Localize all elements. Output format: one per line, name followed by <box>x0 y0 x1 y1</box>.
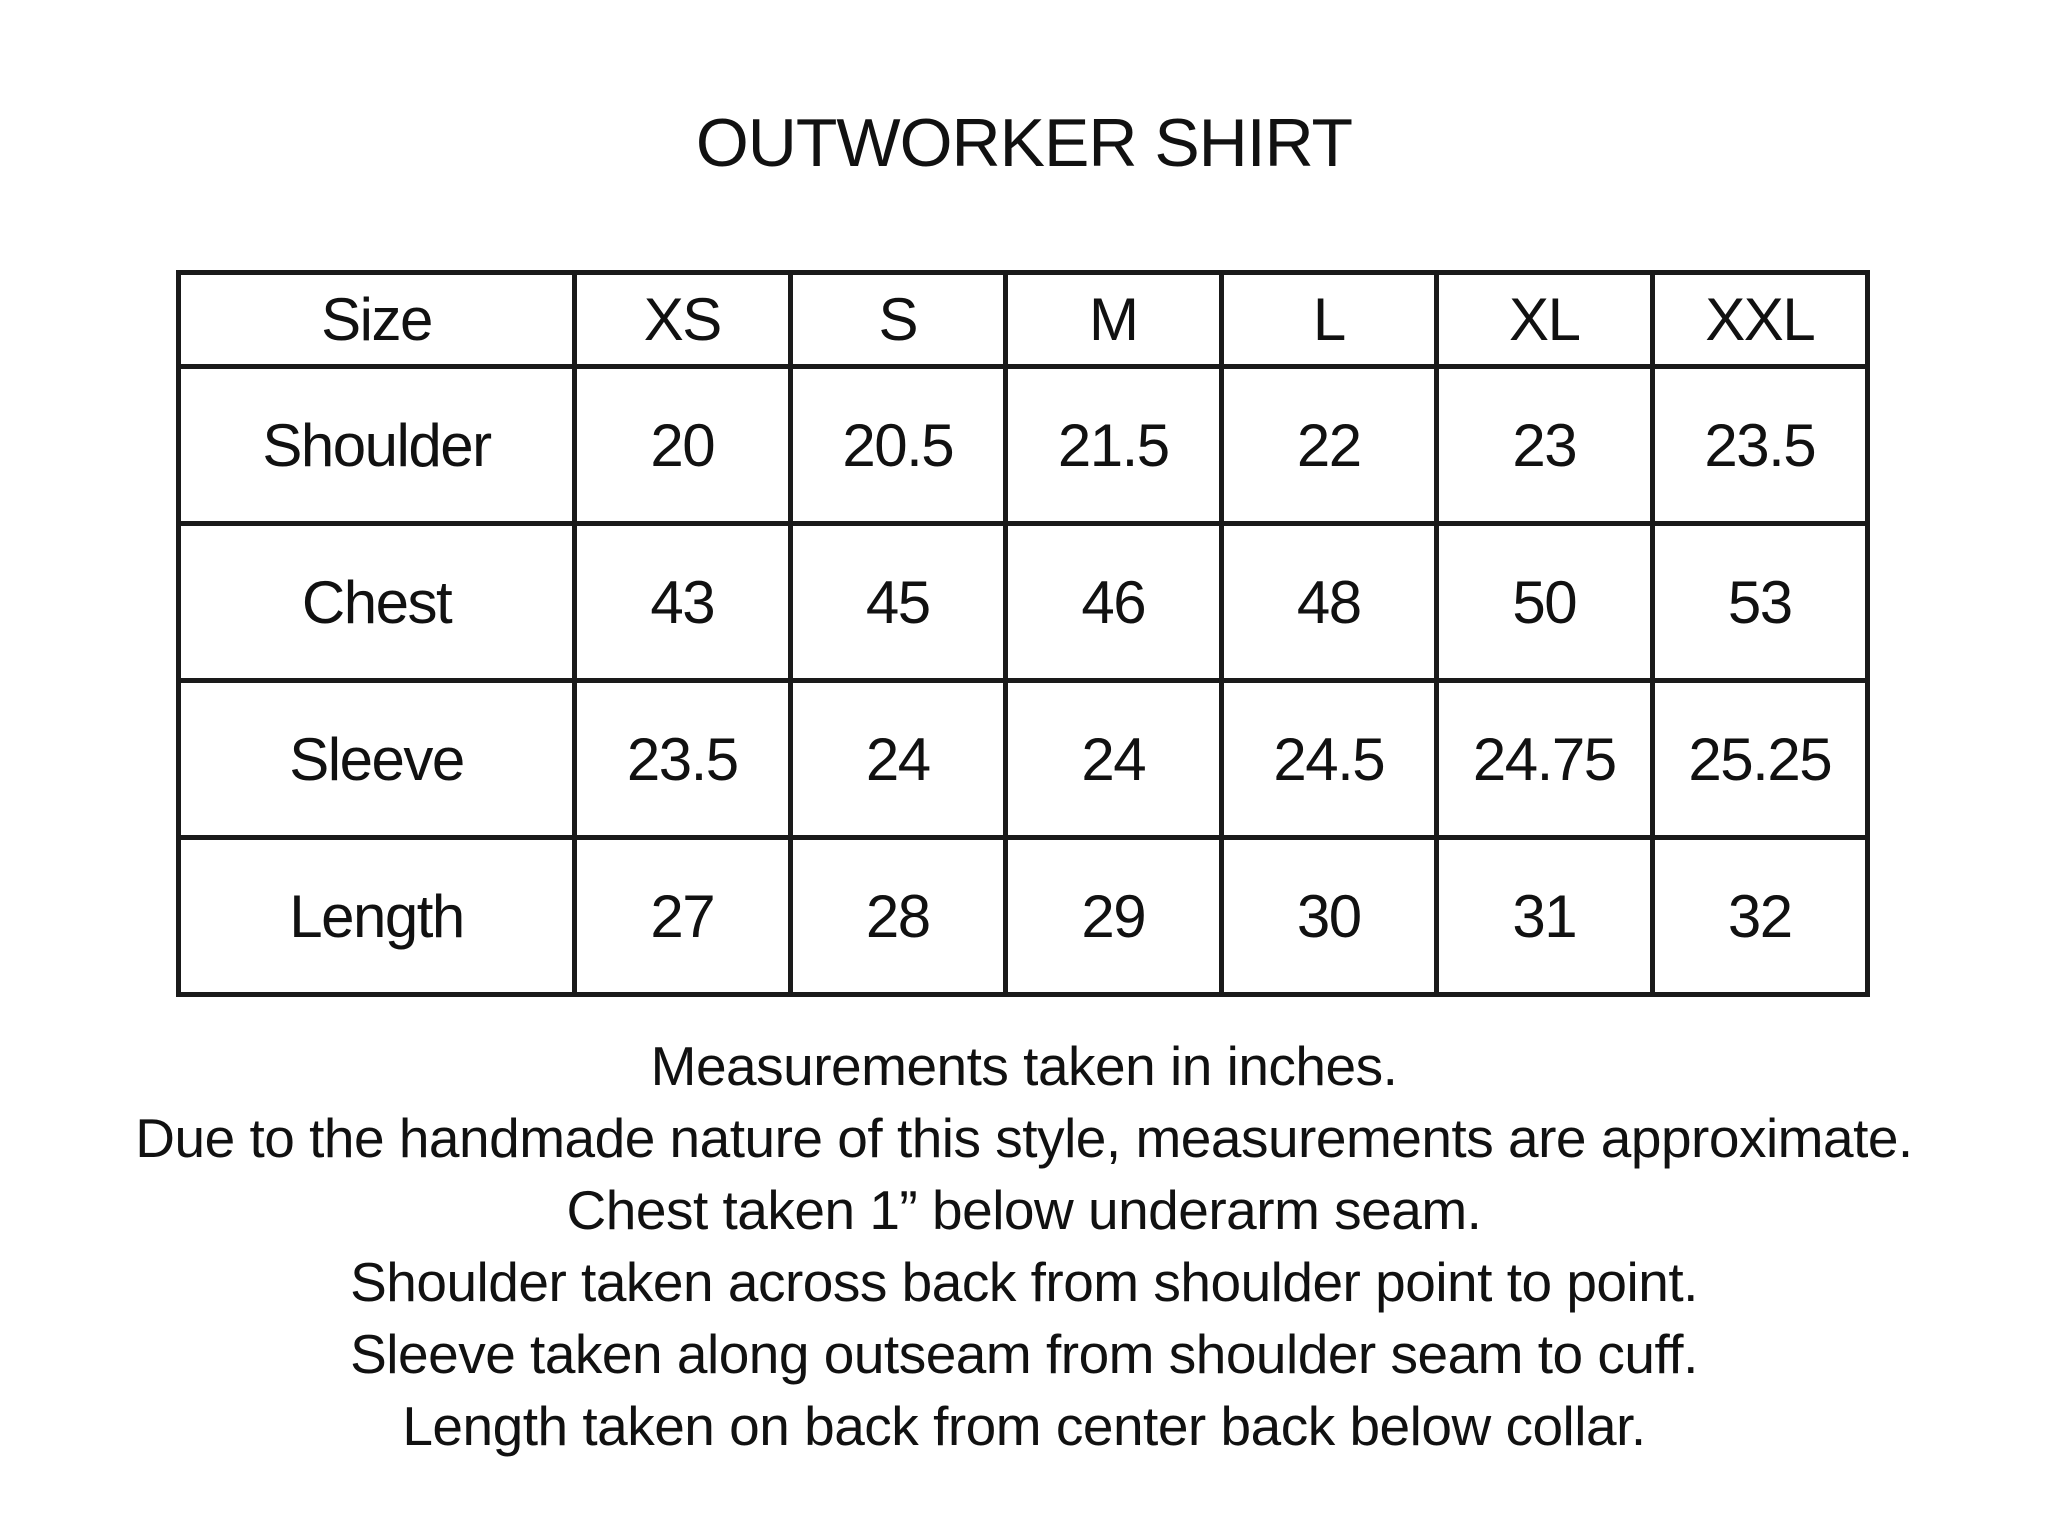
table-cell: 32 <box>1649 835 1870 997</box>
size-chart-table: Size XS S M L XL XXL Shoulder 20 20.5 21… <box>176 270 1870 997</box>
table-cell: 23.5 <box>1649 364 1870 526</box>
header-cell: L <box>1218 270 1439 369</box>
header-cell: XXL <box>1649 270 1870 369</box>
note-line: Chest taken 1” below underarm seam. <box>566 1179 1482 1241</box>
table-cell: 53 <box>1649 521 1870 683</box>
table-cell: 25.25 <box>1649 678 1870 840</box>
table-cell: 45 <box>787 521 1008 683</box>
table-cell: 24.5 <box>1218 678 1439 840</box>
row-label: Chest <box>176 521 577 683</box>
table-cell: 50 <box>1434 521 1655 683</box>
measurement-notes: Measurements taken in inches. Due to the… <box>0 1030 2048 1462</box>
note-line: Measurements taken in inches. <box>650 1035 1398 1097</box>
table-cell: 30 <box>1218 835 1439 997</box>
table-row-sleeve: Sleeve 23.5 24 24 24.5 24.75 25.25 <box>176 678 1870 840</box>
header-cell: M <box>1003 270 1224 369</box>
table-cell: 22 <box>1218 364 1439 526</box>
row-label: Length <box>176 835 577 997</box>
table-cell: 28 <box>787 835 1008 997</box>
table-row-chest: Chest 43 45 46 48 50 53 <box>176 521 1870 683</box>
header-cell: XL <box>1434 270 1655 369</box>
table-cell: 20 <box>572 364 793 526</box>
note-line: Sleeve taken along outseam from shoulder… <box>350 1323 1698 1385</box>
note-line: Shoulder taken across back from shoulder… <box>350 1251 1698 1313</box>
note-line: Due to the handmade nature of this style… <box>135 1107 1913 1169</box>
table-cell: 20.5 <box>787 364 1008 526</box>
row-label: Sleeve <box>176 678 577 840</box>
table-cell: 27 <box>572 835 793 997</box>
table-cell: 43 <box>572 521 793 683</box>
page-title: OUTWORKER SHIRT <box>695 105 1353 181</box>
table-cell: 23 <box>1434 364 1655 526</box>
table-row-shoulder: Shoulder 20 20.5 21.5 22 23 23.5 <box>176 364 1870 526</box>
table-cell: 29 <box>1003 835 1224 997</box>
table-cell: 24 <box>787 678 1008 840</box>
table-cell: 31 <box>1434 835 1655 997</box>
header-cell: Size <box>176 270 577 369</box>
table-cell: 21.5 <box>1003 364 1224 526</box>
header-cell: XS <box>572 270 793 369</box>
note-line: Length taken on back from center back be… <box>402 1395 1646 1457</box>
row-label: Shoulder <box>176 364 577 526</box>
table-row-length: Length 27 28 29 30 31 32 <box>176 835 1870 997</box>
header-row: Size XS S M L XL XXL <box>176 270 1870 369</box>
table-cell: 24.75 <box>1434 678 1655 840</box>
table-cell: 24 <box>1003 678 1224 840</box>
table-cell: 23.5 <box>572 678 793 840</box>
header-cell: S <box>787 270 1008 369</box>
table-cell: 48 <box>1218 521 1439 683</box>
table-cell: 46 <box>1003 521 1224 683</box>
